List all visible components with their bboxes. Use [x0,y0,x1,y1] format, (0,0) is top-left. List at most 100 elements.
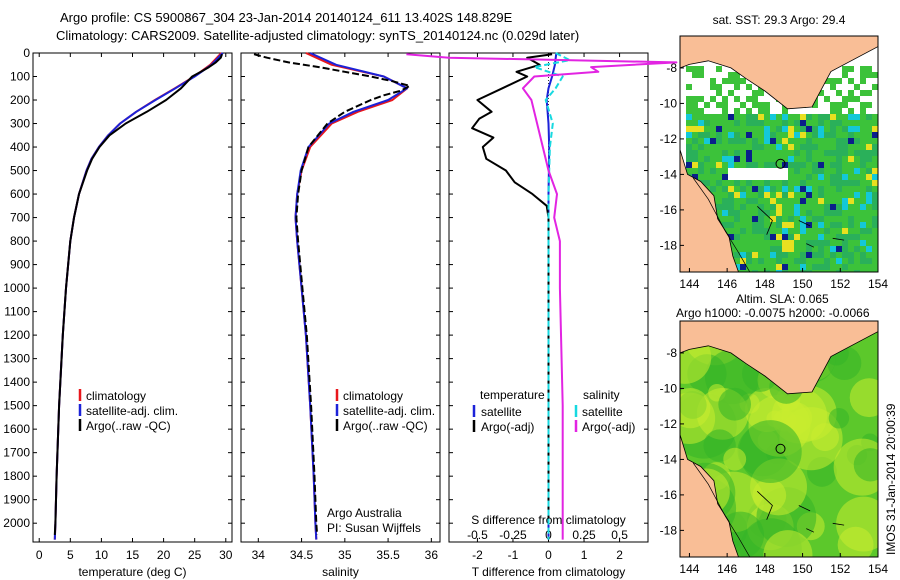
sst-cell [740,252,746,258]
sst-cell [776,258,782,264]
sst-cell [728,150,734,156]
sst-cell [830,252,836,258]
sst-cell [788,180,794,186]
sst-cell [740,156,746,162]
sst-cell [812,198,818,204]
sst-cell [860,246,866,252]
sst-cell [752,234,758,240]
sst-cell [788,270,794,272]
timestamp-watermark: IMOS 31-Jan-2014 20:00:39 [884,403,898,555]
sst-cell [788,258,794,264]
series-line-satellite-adj-clim- [294,52,409,540]
x-tick-label: -1 [508,548,519,562]
sst-cell [866,174,872,180]
sst-cell [830,120,836,126]
sst-cell [686,126,692,132]
sst-cell [800,168,806,174]
sst-cell [686,108,692,114]
sst-cell [692,102,698,108]
legend-entry: climatology [86,389,146,403]
sst-cell [686,156,692,162]
sst-cell [794,120,800,126]
sst-cell [860,228,866,234]
x-tick-label: 154 [868,562,888,576]
sst-cell [686,162,692,168]
sst-cell [830,168,836,174]
sst-cell [734,132,740,138]
sst-cell [728,120,734,126]
sst-cell [824,126,830,132]
sst-cell [710,84,716,90]
sst-cell [866,168,872,174]
sst-cell [842,210,848,216]
sst-cell [782,186,788,192]
sst-cell [722,174,728,180]
sst-cell [770,264,776,270]
sst-cell [794,168,800,174]
sst-cell [716,186,722,192]
sla-patch [849,378,878,418]
sla-patch [827,346,862,381]
sst-cell [776,132,782,138]
x-tick-label: 25 [188,548,202,562]
sst-cell [776,120,782,126]
sst-cell [818,186,824,192]
sst-cell [746,138,752,144]
sst-cell [686,132,692,138]
x-tick-label: 35 [338,548,352,562]
sst-cell [812,120,818,126]
sst-cell [818,252,824,258]
sst-cell [800,120,806,126]
legend-entry: satellite-adj. clim. [86,404,178,418]
sst-cell [704,156,710,162]
sst-cell [788,192,794,198]
sst-cell [848,66,854,72]
figure-title-line2: Climatology: CARS2009. Satellite-adjuste… [56,28,579,43]
sst-cell [836,78,842,84]
sst-cell [842,264,848,270]
sst-cell [698,132,704,138]
sst-cell [794,156,800,162]
sst-cell [830,114,836,120]
sst-cell [824,144,830,150]
x-tick-label: 30 [219,548,233,562]
sst-cell [806,126,812,132]
sst-cell [752,174,758,180]
annotation-line: Argo Australia [327,506,402,520]
x-tick-label: 146 [717,562,737,576]
sst-cell [716,126,722,132]
argo-profile-marker [775,443,786,454]
sst-cell [812,234,818,240]
sst-cell [788,240,794,246]
sst-cell [824,264,830,270]
sst-cell [710,150,716,156]
shelf-contour [692,462,751,557]
sst-cell [794,132,800,138]
sst-cell [824,138,830,144]
sst-cell [860,102,866,108]
y-tick-label: 1900 [3,493,30,507]
sst-cell [800,198,806,204]
sst-cell [776,216,782,222]
sst-cell [758,138,764,144]
sst-cell [812,180,818,186]
sst-cell [872,240,878,246]
sst-cell [686,138,692,144]
sst-cell [860,78,866,84]
reef-outline [832,237,845,241]
sst-cell [698,108,704,114]
sst-cell [860,270,866,272]
sst-cell [686,66,692,72]
sst-cell [776,222,782,228]
sst-cell [848,96,854,102]
sst-cell [770,156,776,162]
sst-cell [848,162,854,168]
sst-cell [830,228,836,234]
sst-cell [854,240,860,246]
sst-cell [836,216,842,222]
reef-outline [757,206,773,235]
sst-cell [770,204,776,210]
sst-cell [710,96,716,102]
sst-cell [758,270,764,272]
sst-cell [788,246,794,252]
